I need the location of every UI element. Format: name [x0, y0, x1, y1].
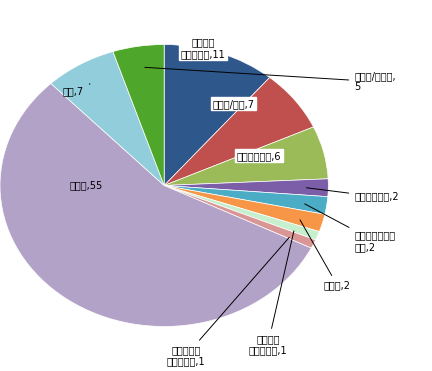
Wedge shape — [164, 186, 315, 248]
Text: 魚介類/貝類,7: 魚介類/貝類,7 — [212, 99, 254, 109]
Wedge shape — [164, 45, 270, 186]
Wedge shape — [51, 52, 164, 186]
Wedge shape — [164, 186, 319, 240]
Text: 肉類及び
その加工品,11: 肉類及び その加工品,11 — [181, 37, 226, 59]
Wedge shape — [0, 83, 311, 326]
Wedge shape — [113, 45, 164, 186]
Text: 複合調理食品,6: 複合調理食品,6 — [237, 151, 282, 161]
Text: 穀類及び
その加工品,1: 穀類及び その加工品,1 — [248, 231, 294, 355]
Wedge shape — [164, 186, 325, 232]
Wedge shape — [164, 127, 328, 186]
Text: その他,55: その他,55 — [70, 181, 103, 190]
Text: 卵類及びその加
工品,2: 卵類及びその加 工品,2 — [305, 204, 395, 252]
Wedge shape — [164, 186, 328, 214]
Wedge shape — [164, 179, 328, 197]
Text: 野菜類及び
その加工品,1: 野菜類及び その加工品,1 — [166, 237, 289, 367]
Text: すし類,2: すし類,2 — [300, 220, 351, 290]
Wedge shape — [164, 78, 314, 186]
Text: 魚介類/その他,
5: 魚介類/その他, 5 — [145, 68, 396, 92]
Text: 魚介類加工品,2: 魚介類加工品,2 — [306, 188, 399, 201]
Text: 不明,7: 不明,7 — [63, 84, 90, 96]
